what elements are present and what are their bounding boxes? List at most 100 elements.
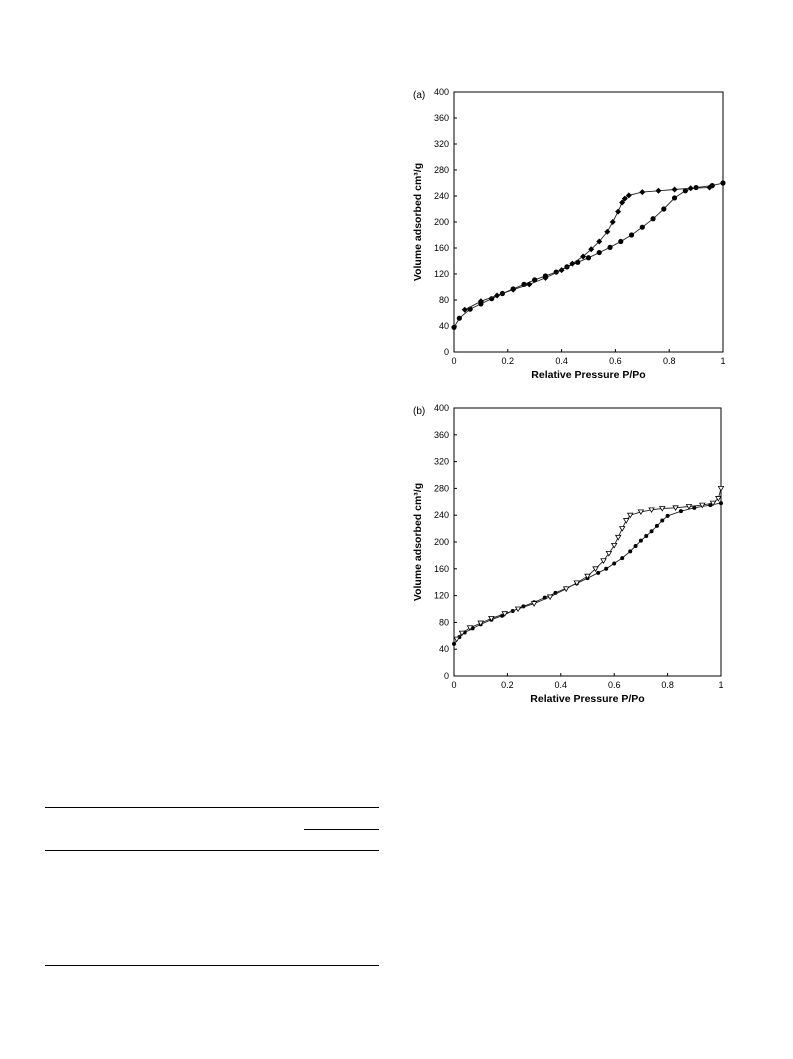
data-point <box>648 507 655 514</box>
data-point <box>639 224 645 230</box>
series-line-0 <box>453 502 722 645</box>
data-point <box>514 606 522 613</box>
data-point <box>637 509 645 516</box>
data-point <box>658 506 666 512</box>
data-point <box>451 324 457 330</box>
y-tick-label: 0 <box>444 347 449 357</box>
data-point <box>466 625 474 631</box>
data-point <box>628 232 635 238</box>
table-top-rule <box>45 807 379 808</box>
data-point <box>709 500 717 507</box>
data-point <box>510 286 517 293</box>
x-axis-title: Relative Pressure P/Po <box>531 369 645 381</box>
y-tick-label: 400 <box>434 87 449 97</box>
data-point <box>532 277 538 283</box>
data-point <box>644 533 649 538</box>
data-point <box>638 538 643 543</box>
data-point <box>618 526 626 532</box>
y-tick-label: 360 <box>434 430 449 440</box>
x-tick-label: 0.2 <box>502 356 515 366</box>
x-tick-label: 0.4 <box>555 680 568 690</box>
series-line-1 <box>464 187 710 311</box>
data-point <box>477 620 485 627</box>
data-point <box>692 505 697 510</box>
data-point <box>488 615 495 622</box>
x-tick-label: 0.4 <box>555 356 568 366</box>
data-point <box>569 260 576 267</box>
data-point <box>614 534 622 541</box>
data-point <box>596 238 603 245</box>
data-point <box>558 267 565 274</box>
data-point <box>596 249 602 256</box>
panel-label: (b) <box>413 406 425 417</box>
table-header-rule <box>45 850 379 851</box>
data-point <box>592 566 599 572</box>
data-point <box>452 641 456 646</box>
data-point <box>609 219 616 225</box>
data-point <box>682 188 688 194</box>
x-tick-label: 0.6 <box>608 680 621 690</box>
data-point <box>501 611 509 617</box>
x-tick-label: 0 <box>451 356 456 366</box>
chart-panel-1: (b) 0 40 80 120 160 200 240 280 320 360 400 0 0.2 0.4 0… <box>412 403 725 705</box>
plot-frame <box>453 407 722 677</box>
data-point <box>610 542 618 549</box>
data-point <box>526 281 533 288</box>
data-point <box>693 184 699 191</box>
data-point <box>605 550 613 557</box>
data-point <box>715 496 722 502</box>
table-bottom-rule <box>45 965 379 966</box>
x-tick-label: 0.6 <box>609 356 622 366</box>
data-point <box>604 228 611 235</box>
plot-frame <box>453 91 724 353</box>
data-point <box>607 244 613 250</box>
y-tick-label: 40 <box>439 321 449 331</box>
y-tick-label: 320 <box>434 457 449 467</box>
data-point <box>615 208 622 215</box>
data-point <box>717 485 725 492</box>
series-line-0 <box>453 182 724 328</box>
data-point <box>600 558 607 564</box>
x-tick-label: 1 <box>718 680 723 690</box>
y-tick-label: 200 <box>434 537 449 547</box>
data-point <box>546 594 554 601</box>
y-tick-label: 120 <box>434 269 449 279</box>
data-point <box>649 529 654 534</box>
y-tick-label: 360 <box>434 113 449 123</box>
data-point <box>619 199 626 206</box>
x-tick-label: 1 <box>720 356 725 366</box>
data-point <box>612 561 617 566</box>
data-point <box>530 601 538 607</box>
data-point <box>604 566 609 571</box>
y-tick-label: 0 <box>444 671 449 681</box>
x-tick-label: 0 <box>451 680 456 690</box>
chart-panel-0: (a) 0 40 80 120 160 200 240 280 320 360 400 0 0.2 0.4 0… <box>412 87 726 381</box>
data-point <box>665 513 670 518</box>
x-axis-title: Relative Pressure P/Po <box>530 693 644 705</box>
data-point <box>596 570 601 575</box>
table-header-subrule <box>304 829 379 830</box>
y-tick-label: 160 <box>434 564 449 574</box>
data-point <box>618 238 624 245</box>
y-tick-label: 160 <box>434 243 449 253</box>
data-point <box>661 206 667 212</box>
data-point <box>626 512 634 519</box>
y-tick-label: 240 <box>434 191 449 201</box>
data-point <box>620 556 625 561</box>
data-point <box>461 306 468 313</box>
y-tick-label: 280 <box>434 483 449 493</box>
data-point <box>456 315 462 321</box>
panel-label: (a) <box>413 90 425 101</box>
y-tick-label: 400 <box>434 403 449 413</box>
y-tick-label: 320 <box>434 139 449 149</box>
data-point <box>542 274 549 281</box>
data-point <box>494 292 501 299</box>
data-point <box>628 549 633 554</box>
y-tick-label: 240 <box>434 510 449 520</box>
data-point <box>671 186 678 193</box>
x-tick-label: 0.8 <box>663 356 676 366</box>
data-point <box>573 580 581 587</box>
data-point <box>678 509 683 514</box>
data-point <box>650 216 656 222</box>
